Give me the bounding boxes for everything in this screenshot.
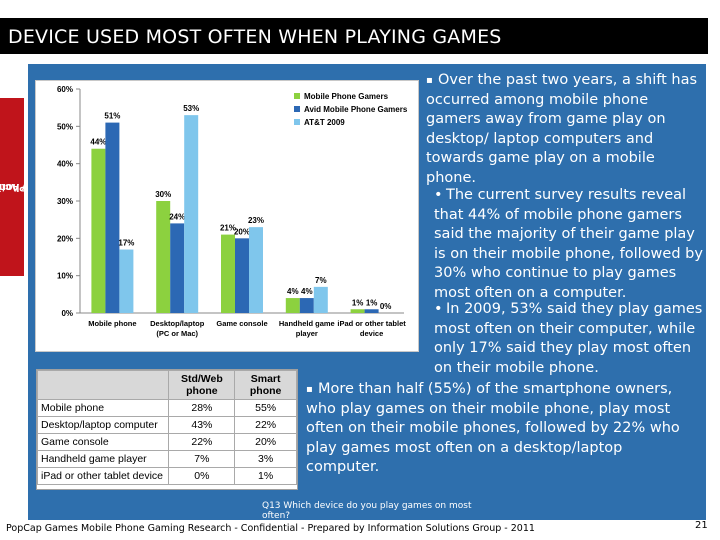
data-label: 30% [155, 190, 171, 199]
bar-avid-mobile-phone-gamers [170, 223, 185, 313]
data-label: 4% [301, 287, 313, 296]
survey-question: Q13 Which device do you play games on mo… [262, 501, 472, 521]
bullet-sub-1: • The current survey results reveal that … [434, 187, 703, 301]
section-side-tab: Mobile Phone GamePlay Activity [0, 98, 65, 276]
data-label: 1% [366, 298, 378, 307]
bar-avid-mobile-phone-gamers [364, 309, 379, 313]
x-tick-label: (PC or Mac) [156, 329, 198, 338]
data-label: 20% [234, 227, 250, 236]
bar-mobile-phone-gamers [221, 234, 235, 313]
y-tick-label: 10% [57, 272, 73, 281]
device-bar-chart: 0% 10% 20% 30% 40% 50% 60% 44% 51% 17% Mobile phon… [35, 80, 419, 352]
table-cell-smart: 55% [234, 399, 297, 417]
bar-at-t-2009 [249, 227, 263, 313]
x-tick-label: Handheld game [279, 319, 335, 328]
y-tick-label: 30% [57, 197, 73, 206]
table-row: iPad or other tablet device 0% 1% [36, 467, 297, 485]
legend-swatch [294, 119, 300, 125]
table-header-row: Std/Web phone Smart phone [36, 370, 297, 400]
table-header-std: Std/Web phone [168, 370, 236, 400]
footer-text: PopCap Games Mobile Phone Gaming Researc… [6, 523, 535, 534]
table-cell-smart: 1% [234, 467, 297, 485]
table-cell-smart: 20% [234, 433, 297, 451]
bar-avid-mobile-phone-gamers [105, 122, 120, 313]
table-cell-std: 22% [168, 433, 236, 451]
bullet-main: ▪ Over the past two years, a shift has oc… [426, 72, 698, 186]
legend-label: AT&T 2009 [304, 118, 345, 127]
table-cell-label: iPad or other tablet device [36, 467, 170, 485]
chart-svg: 0% 10% 20% 30% 40% 50% 60% 44% 51% 17% Mobile phon… [57, 85, 408, 338]
data-label: 44% [90, 138, 106, 147]
legend-label: Avid Mobile Phone Gamers [304, 105, 408, 114]
legend-swatch [294, 93, 300, 99]
bar-avid-mobile-phone-gamers [235, 238, 249, 313]
data-label: 17% [118, 239, 134, 248]
x-tick-label: player [296, 329, 318, 338]
bar-mobile-phone-gamers [91, 148, 106, 313]
bar-mobile-phone-gamers [285, 298, 300, 313]
data-label: 24% [169, 212, 185, 221]
bar-at-t-2009 [313, 286, 328, 313]
table-cell-std: 7% [168, 450, 236, 468]
table-row: Game console 22% 20% [36, 433, 297, 451]
table-cell-label: Mobile phone [36, 399, 170, 417]
bar-at-t-2009 [119, 249, 134, 313]
y-tick-label: 20% [57, 234, 73, 243]
x-tick-label: Desktop/laptop [150, 319, 205, 328]
x-tick-label: Game console [216, 319, 267, 328]
table-header-blank [36, 370, 170, 400]
square-bullet-icon: ▪ [426, 75, 433, 86]
data-label: 21% [220, 224, 236, 233]
data-label: 0% [380, 302, 392, 311]
legend-swatch [294, 106, 300, 112]
table-row: Handheld game player 7% 3% [36, 450, 297, 468]
data-label: 1% [352, 298, 364, 307]
bar-avid-mobile-phone-gamers [299, 298, 314, 313]
data-label: 23% [248, 216, 264, 225]
bullet-sub-2: • In 2009, 53% said they play games most … [434, 301, 703, 376]
table-row: Desktop/laptop computer 43% 22% [36, 416, 297, 434]
table-cell-std: 43% [168, 416, 236, 434]
table-row: Mobile phone 28% 55% [36, 399, 297, 417]
bar-at-t-2009 [184, 115, 199, 313]
y-tick-label: 40% [57, 160, 73, 169]
slide-title: DEVICE USED MOST OFTEN WHEN PLAYING GAME… [0, 18, 708, 54]
table-cell-std: 28% [168, 399, 236, 417]
phone-type-table: Std/Web phone Smart phone Mobile phone 2… [36, 369, 298, 490]
table-cell-smart: 3% [234, 450, 297, 468]
page-number: 21 [695, 520, 708, 531]
square-bullet-icon: ▪ [306, 384, 313, 395]
data-label: 51% [104, 112, 120, 121]
data-label: 7% [315, 276, 327, 285]
y-tick-label: 60% [57, 85, 73, 94]
table-cell-std: 0% [168, 467, 236, 485]
y-tick-label: 50% [57, 122, 73, 131]
y-tick-label: 0% [61, 309, 73, 318]
table-cell-label: Desktop/laptop computer [36, 416, 170, 434]
table-cell-smart: 22% [234, 416, 297, 434]
dot-bullet-icon: • [434, 301, 443, 317]
x-tick-label: Mobile phone [88, 319, 136, 328]
x-tick-label: device [360, 329, 383, 338]
dot-bullet-icon: • [434, 187, 443, 203]
table-header-smart: Smart phone [234, 370, 297, 400]
bullet-second: ▪ More than half (55%) of the smartphone … [306, 381, 680, 475]
legend-label: Mobile Phone Gamers [304, 92, 389, 101]
bar-mobile-phone-gamers [156, 201, 171, 313]
bar-mobile-phone-gamers [350, 309, 365, 313]
table-cell-label: Handheld game player [36, 450, 170, 468]
data-label: 4% [287, 287, 299, 296]
x-tick-label: iPad or other tablet [337, 319, 406, 328]
data-label: 53% [183, 104, 199, 113]
table-cell-label: Game console [36, 433, 170, 451]
